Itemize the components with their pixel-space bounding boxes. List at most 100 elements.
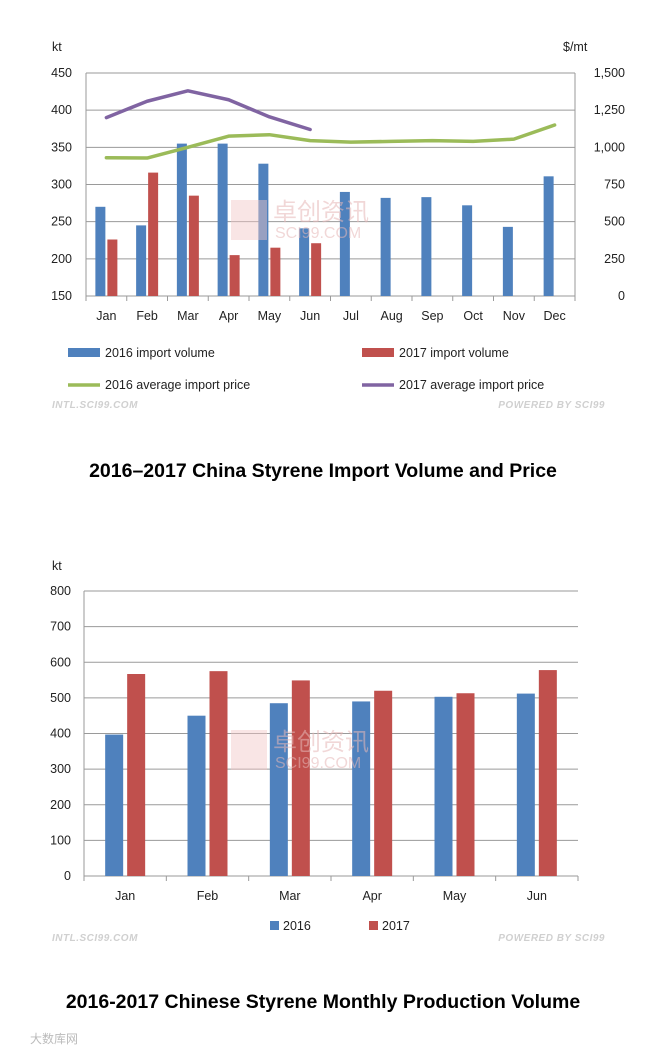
chart1-bar-2017 <box>188 195 199 296</box>
chart2-y-tick-label: 0 <box>64 869 71 883</box>
chart2: kt INTL.SCI99.COM POWERED BY SCI99 2016-… <box>52 559 605 1013</box>
chart1-y2-tick-label: 1,500 <box>594 66 625 80</box>
chart2-bar-2017 <box>291 680 310 876</box>
chart2-bar-2016 <box>516 693 535 876</box>
chart1-legend-label: 2016 average import price <box>105 378 250 392</box>
chart1-x-tick-label: Aug <box>381 309 403 323</box>
chart2-legend-label: 2016 <box>283 919 311 933</box>
chart2-legend-swatch <box>369 921 378 930</box>
chart2-x-tick-label: Mar <box>279 889 301 903</box>
chart2-bar-2017 <box>374 690 393 876</box>
chart1-x-tick-label: Sep <box>421 309 443 323</box>
chart2-bar-2016 <box>187 715 206 876</box>
chart1-y2-tick-label: 1,250 <box>594 103 625 117</box>
chart1-legend-label: 2016 import volume <box>105 346 215 360</box>
watermark-text-en: SCI99.COM <box>275 225 361 242</box>
chart1-x-tick-label: Jun <box>300 309 320 323</box>
chart2-bar-2016 <box>352 701 371 876</box>
watermark-text-cn: 卓创资讯 <box>273 729 369 756</box>
chart1-bar-2016 <box>543 176 554 296</box>
chart1-bar-2016 <box>339 191 350 296</box>
chart1-x-tick-label: Jan <box>96 309 116 323</box>
chart1-legend: 2016 import volume 2017 import volume 2016… <box>68 346 544 392</box>
chart1-y2-tick-label: 500 <box>604 215 625 229</box>
chart1: kt $/mt INTL.SCI99.COM POWERED BY SCI99 … <box>52 40 605 482</box>
chart2-x-tick-label: Jun <box>527 889 547 903</box>
watermark-text-en: SCI99.COM <box>275 755 361 772</box>
chart1-x-tick-label: Feb <box>136 309 158 323</box>
chart1-bar-2017 <box>148 172 159 296</box>
chart1-bar-2017 <box>270 247 281 296</box>
chart1-legend-swatch <box>68 348 100 357</box>
chart2-y-unit-label: kt <box>52 559 62 573</box>
chart1-bar-2016 <box>421 197 432 296</box>
chart1-legend-label: 2017 import volume <box>399 346 509 360</box>
chart1-bar-2017 <box>229 255 240 296</box>
chart2-bar-2016 <box>434 696 453 876</box>
chart1-y2-tick-label: 750 <box>604 178 625 192</box>
chart1-title: 2016–2017 China Styrene Import Volume an… <box>89 460 557 482</box>
chart1-line-2017-price <box>104 89 312 132</box>
chart1-line-2016-price <box>104 123 557 160</box>
chart1-bar-2016 <box>299 228 310 296</box>
chart1-bar-2016 <box>217 143 228 296</box>
chart1-x-tick-label: May <box>258 309 282 323</box>
chart1-bar-2016 <box>136 225 147 296</box>
chart1-legend-swatch <box>362 348 394 357</box>
chart1-x-tick-label: Oct <box>463 309 483 323</box>
chart2-bar-2016 <box>269 703 288 876</box>
chart1-bar-2016 <box>380 197 391 296</box>
chart2-x-tick-label: Feb <box>197 889 219 903</box>
chart2-y-tick-label: 700 <box>50 620 71 634</box>
chart2-x-tick-label: Apr <box>362 889 381 903</box>
chart1-bar-2016 <box>258 163 269 296</box>
chart2-footer-right: POWERED BY SCI99 <box>498 933 605 944</box>
watermark-logo-mark <box>231 730 267 770</box>
corner-watermark: 大数库网 <box>30 1031 78 1046</box>
chart2-y-tick-label: 500 <box>50 691 71 705</box>
chart2-y-tick-label: 200 <box>50 798 71 812</box>
chart2-bar-2016 <box>105 734 124 876</box>
chart2-y-tick-label: 800 <box>50 584 71 598</box>
chart2-y-tick-label: 300 <box>50 762 71 776</box>
chart1-x-tick-label: Jul <box>343 309 359 323</box>
chart2-bar-2017 <box>209 671 228 876</box>
chart1-x-tick-label: Apr <box>219 309 238 323</box>
chart1-y-tick-label: 150 <box>51 289 72 303</box>
watermark-logo-mark <box>231 200 267 240</box>
chart1-y2-tick-label: 0 <box>618 289 625 303</box>
chart1-legend-label: 2017 average import price <box>399 378 544 392</box>
chart1-y-unit-label: kt <box>52 40 62 54</box>
chart1-bar-2016 <box>95 206 106 296</box>
watermark-text-cn: 卓创资讯 <box>273 199 369 226</box>
chart2-legend-label: 2017 <box>382 919 410 933</box>
chart2-legend: 2016 2017 <box>270 919 410 933</box>
chart1-y-tick-label: 450 <box>51 66 72 80</box>
chart1-bar-2016 <box>502 226 513 296</box>
chart2-bar-2017 <box>538 670 557 876</box>
chart1-y-tick-label: 300 <box>51 178 72 192</box>
chart1-bar-2017 <box>107 239 118 296</box>
chart1-y-tick-label: 250 <box>51 215 72 229</box>
chart1-footer-left: INTL.SCI99.COM <box>52 400 138 411</box>
chart2-y-tick-label: 600 <box>50 655 71 669</box>
chart1-x-tick-label: Dec <box>544 309 566 323</box>
chart2-footer-left: INTL.SCI99.COM <box>52 933 138 944</box>
chart1-footer-right: POWERED BY SCI99 <box>498 400 605 411</box>
chart1-bar-2017 <box>311 243 322 296</box>
chart1-y2-unit-label: $/mt <box>563 40 588 54</box>
chart1-x-tick-label: Nov <box>503 309 526 323</box>
chart1-y-tick-label: 350 <box>51 140 72 154</box>
chart2-plot: 0 100 200 300 400 500 600 700 800 Jan Feb Mar Apr May… <box>50 584 579 903</box>
chart2-y-tick-label: 400 <box>50 727 71 741</box>
chart2-legend-swatch <box>270 921 279 930</box>
chart1-y2-tick-label: 250 <box>604 252 625 266</box>
chart2-x-tick-label: Jan <box>115 889 135 903</box>
chart1-plot: 150 200 250 300 350 400 450 0 250 500 750 1,000 1,25… <box>51 66 625 323</box>
chart2-bar-2017 <box>127 674 146 876</box>
chart1-bar-2016 <box>176 143 187 296</box>
chart1-x-tick-label: Mar <box>177 309 199 323</box>
